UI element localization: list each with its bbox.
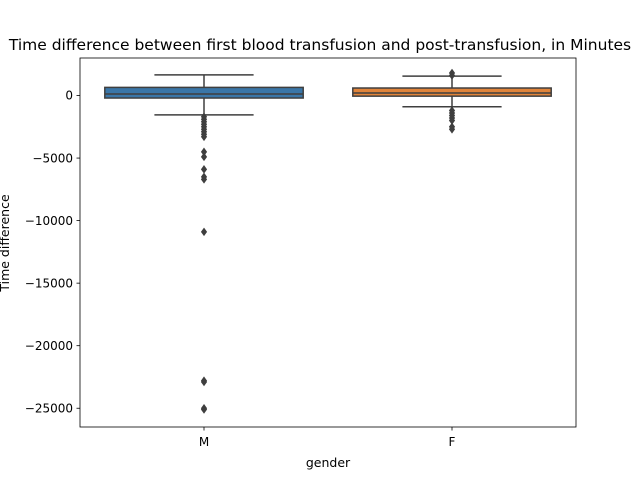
y-tick-label: −10000 <box>25 214 73 228</box>
outlier-point <box>200 152 208 162</box>
outlier-point <box>448 125 456 134</box>
x-axis-label: gender <box>306 455 351 470</box>
x-tick-label: F <box>449 435 456 449</box>
outlier-point <box>200 405 208 414</box>
plot-frame <box>79 57 577 428</box>
outlier-point <box>200 132 208 142</box>
box-iqr <box>352 87 552 97</box>
y-tick-label: −5000 <box>32 151 73 165</box>
outlier-point <box>200 377 208 387</box>
box-group-m <box>104 74 304 414</box>
outlier-point <box>200 165 208 174</box>
y-axis-label: Time difference <box>0 194 12 293</box>
boxes-layer <box>104 68 552 414</box>
chart-title: Time difference between first blood tran… <box>8 36 631 54</box>
x-tick-label: M <box>199 435 209 449</box>
y-tick-label: −20000 <box>25 339 73 353</box>
box-group-f <box>352 68 552 134</box>
outlier-point <box>200 175 208 184</box>
y-tick-label: −25000 <box>25 401 73 415</box>
y-tick-label: −15000 <box>25 276 73 290</box>
outlier-point <box>200 227 208 237</box>
outlier-point <box>448 68 456 78</box>
y-axis: 0 −5000 −10000 −15000 −20000 −25000 <box>25 89 80 415</box>
box-iqr <box>104 86 304 99</box>
y-tick-label: 0 <box>65 89 73 103</box>
